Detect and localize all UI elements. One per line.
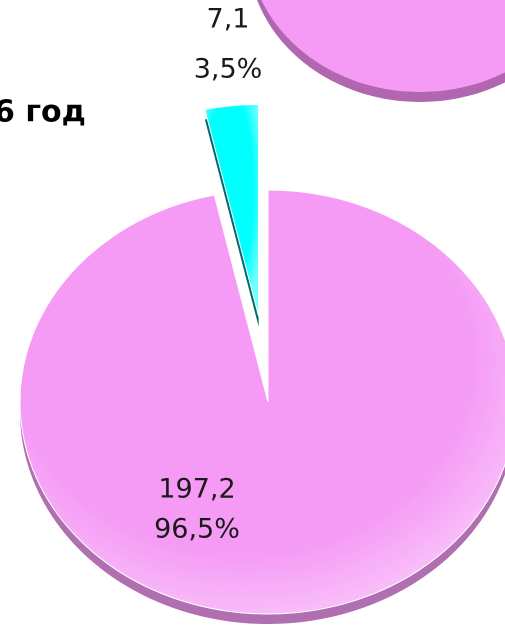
percent-label: 3,5% — [194, 54, 263, 85]
chart-title: 6 год — [0, 95, 86, 130]
slice-shine — [20, 190, 505, 614]
slice-shine — [204, 104, 259, 317]
percent-label: 96,5% — [154, 514, 240, 545]
value-label: 197,2 — [158, 474, 235, 505]
value-label: 7,1 — [207, 4, 250, 35]
neighbor-pie — [257, 0, 505, 102]
pie — [19, 104, 505, 624]
